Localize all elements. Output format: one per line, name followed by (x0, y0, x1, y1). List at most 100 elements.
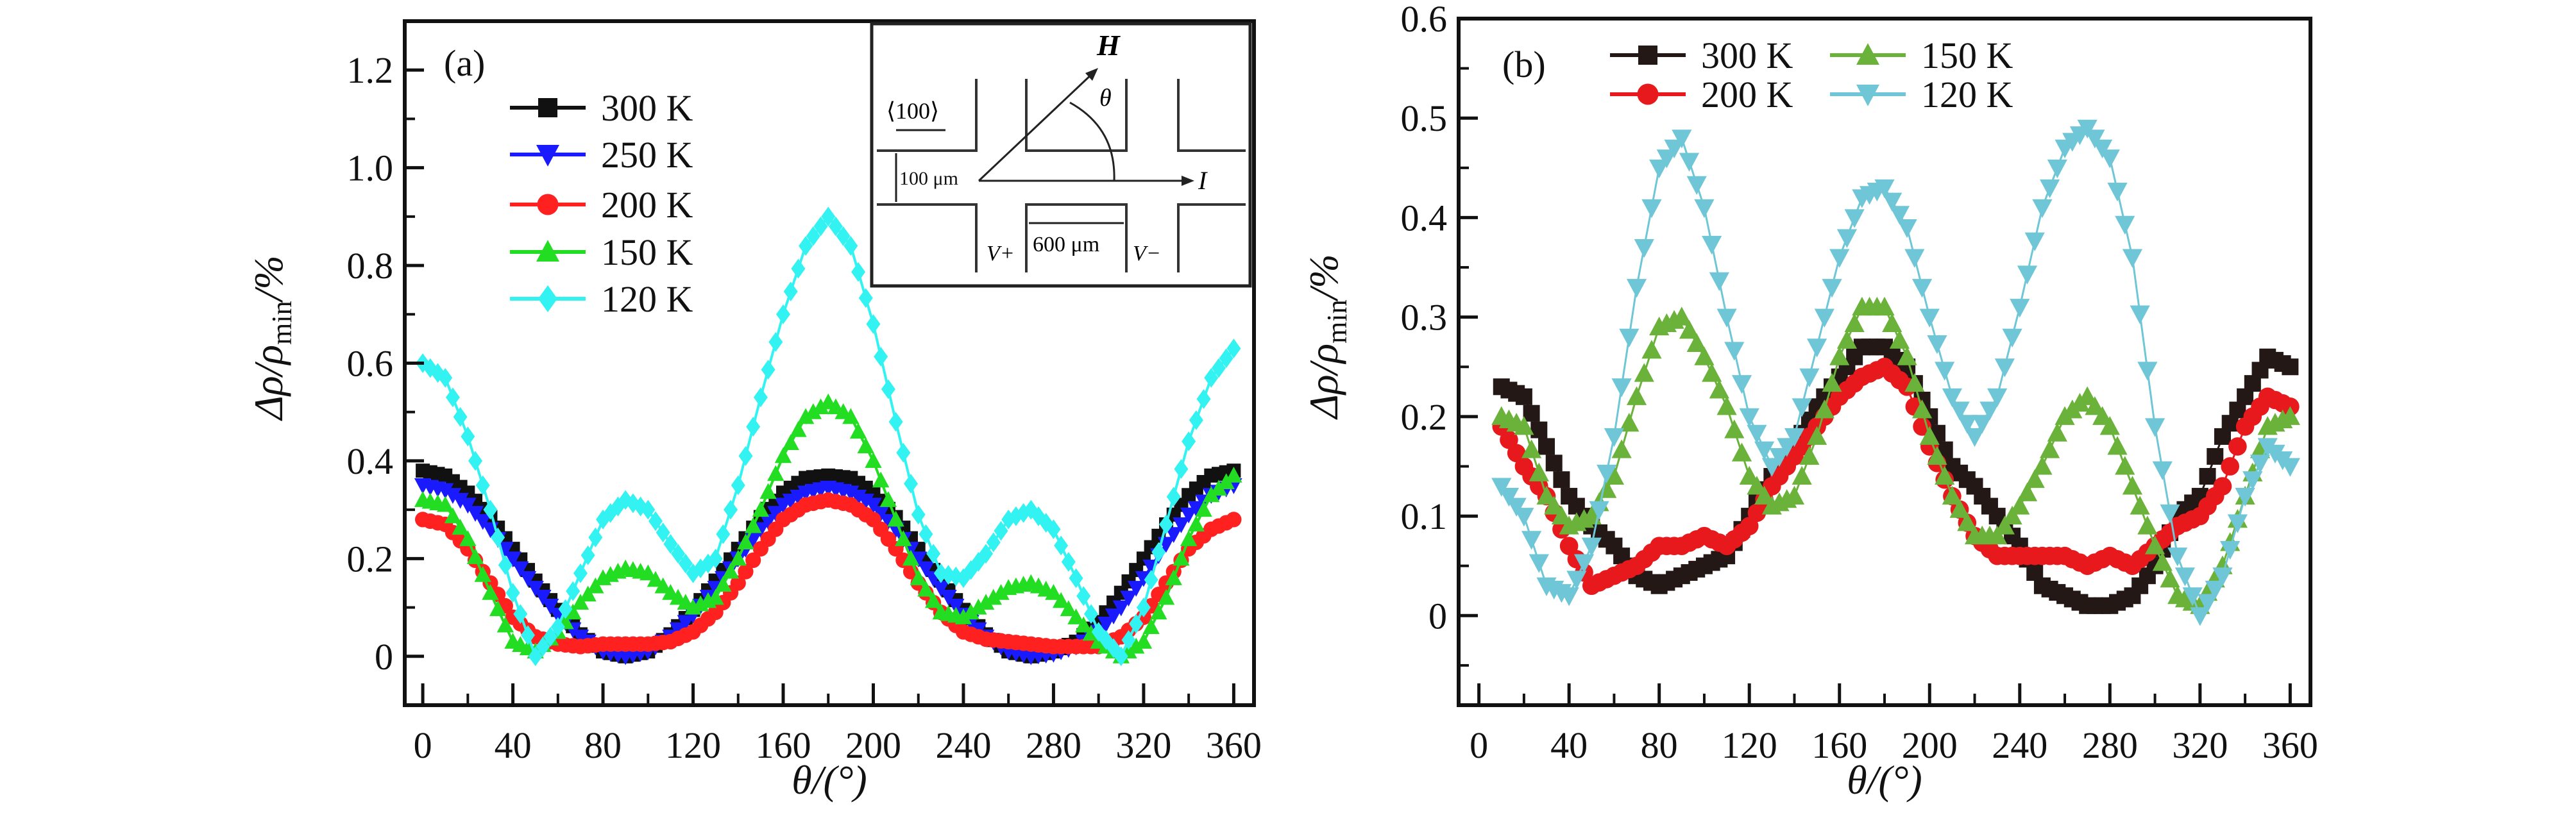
data-point (865, 497, 882, 514)
data-point-interp (872, 506, 890, 522)
data-point-interp (1822, 372, 1842, 392)
data-point-interp (2130, 305, 2150, 324)
data-point (2235, 488, 2255, 507)
data-point-interp (2137, 515, 2158, 535)
data-point-interp (1060, 600, 1078, 617)
data-point-interp (759, 513, 777, 530)
legend-marker-icon (536, 240, 559, 262)
data-point-interp (1836, 229, 1858, 248)
legend-label: 120 K (601, 278, 693, 320)
data-point-interp (2220, 540, 2241, 560)
data-point (1114, 646, 1128, 667)
data-point-interp (828, 216, 843, 237)
data-point-interp (1927, 335, 1947, 355)
legend-item: 120 K (510, 278, 693, 320)
current-arrowhead (1182, 176, 1194, 186)
data-point-interp (1957, 415, 1978, 434)
panel-label: (b) (1502, 44, 1546, 85)
data-point-interp (1904, 249, 1925, 268)
data-point-interp (496, 616, 514, 633)
data-point (1672, 306, 1692, 326)
data-point (842, 408, 860, 424)
data-point-interp (767, 465, 784, 481)
data-point-interp (804, 403, 822, 419)
data-point (1964, 428, 1985, 447)
data-point-interp (2197, 594, 2218, 613)
data-point-interp (558, 599, 573, 619)
data-point (730, 575, 746, 591)
data-point (1694, 199, 1715, 219)
inset-frame (870, 22, 1252, 288)
data-point-interp (1911, 399, 1933, 419)
data-point (1829, 249, 1850, 268)
legend-item: 200 K (510, 184, 693, 226)
data-point (2032, 456, 2053, 475)
data-point-interp (761, 360, 775, 380)
data-point-interp (1754, 485, 1775, 505)
data-point (774, 447, 792, 463)
data-point-interp (791, 258, 806, 279)
y-tick-label: 1.0 (347, 147, 394, 189)
data-point-interp (1799, 446, 1820, 465)
data-point (1942, 485, 1962, 505)
legend-marker-icon (537, 194, 559, 215)
data-point-interp (475, 475, 490, 496)
data-point (1604, 465, 1625, 485)
data-point-interp (1105, 608, 1123, 625)
x-axis-title: θ/(°) (1847, 757, 1922, 803)
data-point (887, 510, 904, 527)
data-point-interp (2160, 504, 2180, 524)
data-point (1514, 508, 1534, 527)
data-point-interp (1529, 554, 1549, 573)
data-point-interp (1731, 442, 1752, 462)
data-point-interp (2137, 362, 2158, 381)
data-point (438, 367, 453, 388)
data-point-interp (722, 562, 740, 579)
data-point-interp (2130, 496, 2150, 515)
data-point-interp (2002, 328, 2022, 347)
legend-label: 300 K (1701, 35, 1793, 76)
data-point-interp (746, 417, 761, 437)
data-point (2122, 249, 2143, 268)
data-point-interp (986, 532, 1001, 553)
data-point (527, 581, 544, 597)
data-point-interp (1935, 465, 1955, 485)
data-point-interp (580, 545, 595, 565)
data-point-interp (782, 434, 799, 450)
data-point-interp (1545, 455, 1563, 472)
data-point (842, 485, 860, 502)
data-point (911, 505, 926, 525)
data-point-interp (1724, 419, 1745, 438)
data-point-interp (738, 446, 753, 466)
series-200k (414, 492, 1242, 655)
data-point (1182, 431, 1196, 451)
data-point (1739, 465, 1759, 485)
data-point-interp (917, 561, 935, 578)
data-point (1626, 279, 1647, 298)
data-point (459, 497, 477, 514)
data-point-interp (2115, 456, 2135, 475)
data-point (461, 426, 475, 447)
legend-marker-icon (1638, 46, 1657, 65)
data-point (1829, 346, 1850, 365)
panel-a: 0 40 80 120 160 200 240 280 320 360 0 0.2 0.4 0.6 0.8 1… (246, 19, 1262, 803)
data-point-interp (2107, 436, 2128, 455)
data-point (1784, 428, 1805, 447)
data-point-interp (2227, 514, 2248, 533)
data-point-interp (1949, 401, 1970, 421)
y-tick-label: 0.5 (1401, 97, 1448, 139)
data-point (954, 608, 972, 624)
x-tick-label: 0 (1470, 724, 1488, 766)
data-point (1919, 426, 1940, 445)
data-point (1672, 129, 1692, 149)
data-point-interp (812, 398, 829, 415)
data-point-interp (1121, 630, 1136, 650)
legend-label: 150 K (1921, 35, 2013, 76)
data-point-interp (940, 590, 957, 606)
x-tick-label: 280 (1026, 724, 1081, 766)
data-point-interp (2017, 482, 2038, 501)
data-point-interp (1083, 604, 1098, 624)
data-point (505, 583, 520, 603)
y-axis-title-unit: /% (1301, 254, 1346, 301)
